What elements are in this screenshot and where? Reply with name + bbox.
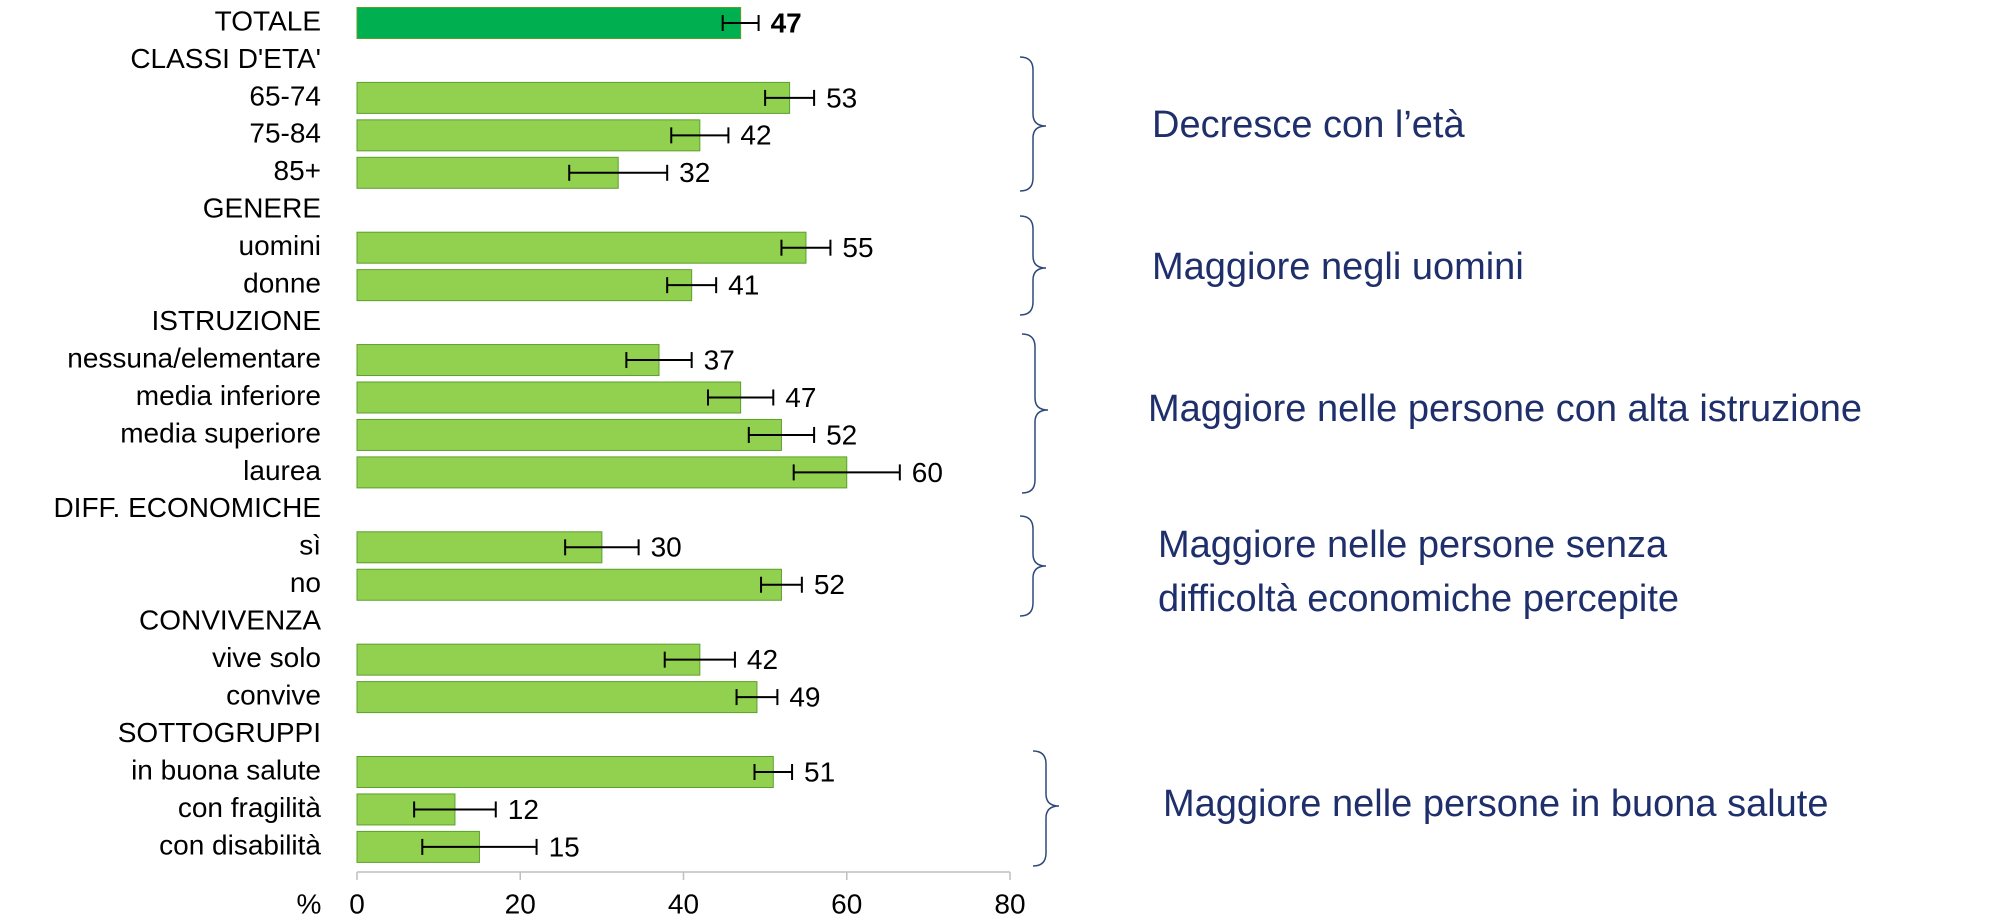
bracket — [1021, 333, 1049, 494]
value-label: 47 — [771, 7, 802, 38]
category-label: sì — [299, 530, 321, 561]
value-label: 41 — [728, 270, 759, 301]
category-label: uomini — [239, 230, 321, 261]
category-label: GENERE — [203, 193, 321, 224]
bracket — [1032, 750, 1060, 867]
value-label: 47 — [785, 382, 816, 413]
annotation: Decresce con l’età — [1152, 104, 1465, 146]
category-label: convive — [226, 679, 321, 710]
value-label: 12 — [508, 794, 539, 825]
value-label: 15 — [549, 831, 580, 862]
value-label: 42 — [740, 120, 771, 151]
value-label: 52 — [826, 419, 857, 450]
x-tick-label: 40 — [668, 888, 699, 919]
bar — [356, 568, 782, 601]
bar — [356, 344, 660, 377]
category-label: CLASSI D'ETA' — [130, 43, 321, 74]
value-label: 52 — [814, 569, 845, 600]
bar — [356, 643, 701, 676]
category-label: ISTRUZIONE — [151, 305, 321, 336]
bar — [356, 269, 693, 302]
bar — [356, 456, 848, 489]
value-label: 53 — [826, 82, 857, 113]
bar — [356, 119, 701, 152]
category-label: in buona salute — [131, 754, 321, 785]
bar — [356, 756, 774, 788]
value-label: 49 — [789, 681, 820, 712]
bar — [356, 418, 782, 451]
category-label: media superiore — [120, 417, 321, 448]
value-label: 42 — [747, 644, 778, 675]
category-label: laurea — [243, 455, 321, 486]
category-label: DIFF. ECONOMICHE — [53, 492, 321, 523]
category-label: nessuna/elementare — [67, 342, 321, 373]
category-label: SOTTOGRUPPI — [118, 717, 321, 748]
category-label: donne — [243, 268, 321, 299]
bracket — [1019, 56, 1047, 192]
annotation: difficoltà economiche percepite — [1158, 578, 1679, 620]
annotation: Maggiore nelle persone senza — [1158, 524, 1668, 566]
bar — [356, 231, 807, 264]
x-tick-label: 60 — [831, 888, 862, 919]
bar — [356, 81, 791, 114]
category-label: 85+ — [274, 155, 322, 186]
bar — [356, 681, 758, 714]
value-label: 55 — [842, 232, 873, 263]
bracket — [1019, 515, 1047, 617]
x-tick-label: 20 — [505, 888, 536, 919]
value-label: 32 — [679, 157, 710, 188]
x-axis-label: % — [297, 888, 322, 919]
value-label: 30 — [651, 532, 682, 563]
value-label: 51 — [804, 756, 835, 787]
category-label: no — [290, 567, 321, 598]
category-label: con fragilità — [178, 792, 322, 823]
category-label: 65-74 — [249, 80, 321, 111]
bar — [356, 7, 742, 39]
annotation: Maggiore nelle persone in buona salute — [1163, 783, 1828, 825]
annotation: Maggiore nelle persone con alta istruzio… — [1148, 388, 1862, 430]
x-tick-label: 0 — [349, 888, 365, 919]
category-label: TOTALE — [215, 5, 321, 36]
bar — [356, 531, 603, 564]
bracket — [1019, 215, 1047, 316]
x-tick-label: 80 — [994, 888, 1025, 919]
category-label: 75-84 — [249, 118, 321, 149]
value-label: 37 — [704, 344, 735, 375]
annotation: Maggiore negli uomini — [1152, 246, 1524, 288]
bar — [356, 381, 742, 414]
value-label: 60 — [912, 457, 943, 488]
category-label: CONVIVENZA — [139, 605, 321, 636]
category-label: media inferiore — [136, 380, 321, 411]
category-label: vive solo — [212, 642, 321, 673]
category-label: con disabilità — [159, 829, 321, 860]
